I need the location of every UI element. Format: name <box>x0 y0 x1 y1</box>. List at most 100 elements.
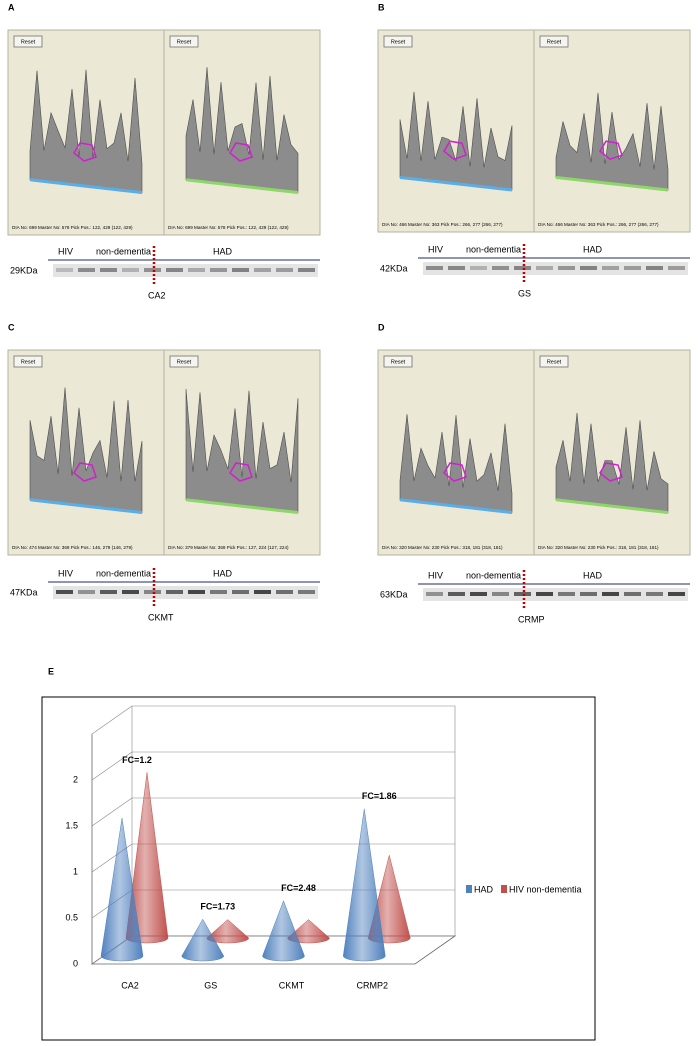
protein-label: CRMP <box>518 614 545 624</box>
y-tick-label: 1.5 <box>65 820 78 830</box>
blot-band <box>56 268 73 272</box>
reset-button[interactable] <box>13 355 43 368</box>
blot-band <box>580 266 597 270</box>
blot-band <box>298 268 315 272</box>
group-label: HIV <box>58 568 73 578</box>
reset-label: Reset <box>391 359 406 365</box>
cone <box>181 918 225 962</box>
blot-band <box>78 590 95 594</box>
blot-band <box>602 592 619 596</box>
reset-button[interactable] <box>383 355 413 368</box>
surface-edge <box>29 498 143 515</box>
legend-label: HAD <box>474 884 494 894</box>
group-label: non-dementia <box>96 246 151 256</box>
reset-button[interactable] <box>13 35 43 48</box>
blot-band <box>536 266 553 270</box>
blot-band <box>646 266 663 270</box>
viewer-footer: DIA No: 320 Master No: 230 Pick Pos.: 31… <box>382 545 503 550</box>
blot-band <box>144 268 161 272</box>
legend-swatch <box>466 885 472 893</box>
reset-button[interactable] <box>169 355 199 368</box>
cone <box>342 808 386 962</box>
reset-label: Reset <box>547 359 562 365</box>
blot-band <box>100 590 117 594</box>
reset-button[interactable] <box>539 35 569 48</box>
panel-label: B <box>378 2 385 12</box>
blot-band <box>276 268 293 272</box>
reset-label: Reset <box>177 39 192 45</box>
cone <box>100 817 144 962</box>
cone <box>262 900 305 962</box>
blot-band <box>210 590 227 594</box>
y-tick-label: 0.5 <box>65 912 78 922</box>
blot-band <box>232 268 249 272</box>
x-tick-label: CKMT <box>279 980 305 990</box>
y-tick-label: 1 <box>73 866 78 876</box>
y-tick-label: 0 <box>73 958 78 968</box>
blot-band <box>624 592 641 596</box>
viewer-footer: DIA No: 699 Master No: 578 Pick Pos.: 12… <box>12 225 133 230</box>
reset-button[interactable] <box>383 35 413 48</box>
blot-band <box>254 590 271 594</box>
legend-label: HIV non-dementia <box>509 884 582 894</box>
size-label: 47KDa <box>10 587 38 597</box>
size-label: 29KDa <box>10 265 38 275</box>
reset-button[interactable] <box>539 355 569 368</box>
group-label: non-dementia <box>466 570 521 580</box>
group-label: HIV <box>428 244 443 254</box>
annotation: FC=2.48 <box>281 883 316 893</box>
annotation: FC=1.2 <box>122 755 152 765</box>
grid-line <box>91 797 133 827</box>
viewer-footer: DIA No: 466 Master No: 363 Pick Pos.: 26… <box>382 222 503 227</box>
blot-band <box>536 592 553 596</box>
blot-band <box>470 266 487 270</box>
reset-label: Reset <box>21 359 36 365</box>
x-tick-label: GS <box>204 980 217 990</box>
spot-outline <box>599 462 623 482</box>
blot-band <box>624 266 641 270</box>
reset-label: Reset <box>391 39 406 45</box>
blot-band <box>298 590 315 594</box>
blot-band <box>426 266 443 270</box>
annotation: FC=1.86 <box>362 791 397 801</box>
spot-outline <box>443 140 467 161</box>
viewer-footer: DIA No: 699 Master No: 578 Pick Pos.: 12… <box>168 225 289 230</box>
blot-band <box>580 592 597 596</box>
blot-band <box>492 592 509 596</box>
reset-label: Reset <box>547 39 562 45</box>
reset-label: Reset <box>177 359 192 365</box>
x-tick-label: CRMP2 <box>356 980 388 990</box>
reset-button[interactable] <box>169 35 199 48</box>
blot-band <box>492 266 509 270</box>
blot-band <box>122 590 139 594</box>
blot-band <box>78 268 95 272</box>
reset-label: Reset <box>21 39 36 45</box>
back-wall <box>131 705 456 937</box>
blot-band <box>668 592 685 596</box>
panel-label: D <box>378 322 385 332</box>
grid-line <box>91 751 133 781</box>
blot-band <box>668 266 685 270</box>
plot: 0 0.5 1 1.5 2 CA2 FC=1.2 GS FC=1.73 CKMT FC=2.48 CR… <box>65 705 582 990</box>
blot-band <box>254 268 271 272</box>
blot-band <box>210 268 227 272</box>
blot-band <box>646 592 663 596</box>
spot-outline <box>73 462 97 482</box>
blot-strip <box>53 586 318 599</box>
blot-strip <box>53 264 318 277</box>
blot-band <box>188 590 205 594</box>
blot-band <box>166 268 183 272</box>
size-label: 42KDa <box>380 263 408 273</box>
blot-band <box>56 590 73 594</box>
blot-band <box>122 268 139 272</box>
y-tick-label: 2 <box>73 774 78 784</box>
blot-band <box>514 266 531 270</box>
panel-label: E <box>48 666 54 676</box>
spot-outline <box>443 462 467 482</box>
surface-edge <box>185 498 299 515</box>
spot-outline <box>73 142 97 162</box>
axis-edge <box>91 705 133 735</box>
group-label: non-dementia <box>96 568 151 578</box>
group-label: non-dementia <box>466 244 521 254</box>
blot-band <box>276 590 293 594</box>
